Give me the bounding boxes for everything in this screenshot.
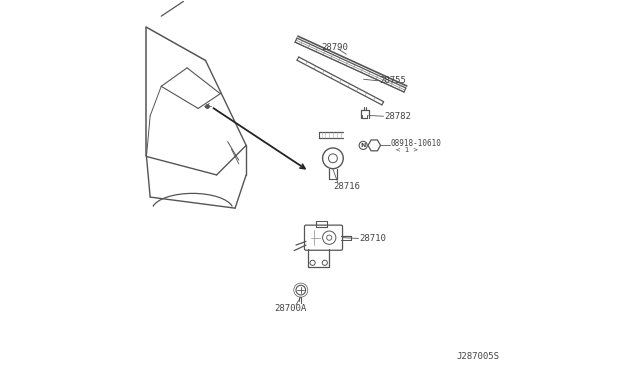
Text: 28710: 28710 [359,234,386,243]
Text: 08918-10610: 08918-10610 [390,139,441,148]
Text: < 1 >: < 1 > [396,147,417,153]
Text: 28755: 28755 [379,76,406,85]
Text: 28782: 28782 [384,112,411,121]
Text: 28716: 28716 [333,182,360,191]
Text: N: N [360,143,366,148]
Text: 28790: 28790 [321,43,348,52]
Text: J287005S: J287005S [456,352,499,361]
Text: 28700A: 28700A [274,304,306,313]
